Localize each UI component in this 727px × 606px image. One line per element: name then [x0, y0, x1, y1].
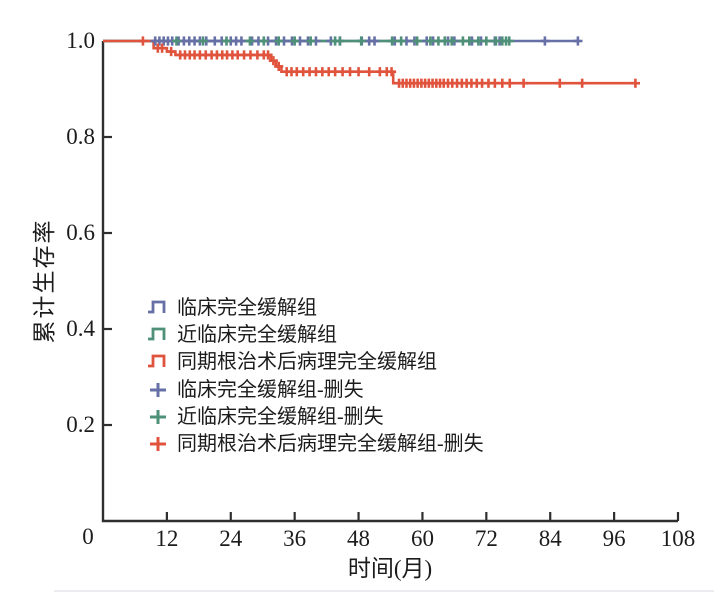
x-tick-label: 60	[410, 526, 434, 551]
y-tick-label: 0.8	[66, 124, 95, 149]
legend-item-5: 同期根治术后病理完全缓解组-删失	[146, 430, 484, 457]
x-tick-label: 84	[538, 526, 562, 551]
x-tick-label: 24	[219, 526, 243, 551]
y-tick-label: 0.4	[66, 316, 95, 341]
legend-item-label: 近临床完全缓解组-删失	[177, 405, 384, 428]
legend-item-label: 临床完全缓解组-删失	[177, 378, 364, 401]
x-tick-label: 108	[660, 526, 696, 551]
censor-marks-pcr-surgery	[138, 36, 641, 88]
series-line-pcr-surgery	[103, 39, 636, 85]
x-tick-label: 48	[347, 526, 371, 551]
legend-step-line-icon	[148, 300, 166, 314]
legend-censor-plus-icon	[150, 437, 166, 452]
x-tick-label: 72	[474, 526, 498, 551]
legend-item-label: 临床完全缓解组	[177, 296, 317, 319]
legend-item-1: 近临床完全缓解组	[146, 321, 484, 348]
y-tick-label: 1.0	[66, 28, 95, 53]
legend-item-0: 临床完全缓解组	[146, 294, 484, 321]
legend-item-2: 同期根治术后病理完全缓解组	[146, 349, 484, 376]
x-tick-label: 96	[602, 526, 626, 551]
x-axis-title: 时间(月)	[347, 556, 433, 581]
legend-item-label: 同期根治术后病理完全缓解组-删失	[177, 433, 484, 456]
legend: 临床完全缓解组 近临床完全缓解组同期根治术后病理完全缓解组 临床完全缓解组-删失 近临…	[146, 294, 484, 458]
legend-item-3: 临床完全缓解组-删失	[146, 376, 484, 403]
y-tick-label: 0.2	[66, 412, 95, 437]
y-axis-title: 累计生存率	[32, 218, 57, 344]
x-tick-label: 12	[155, 526, 179, 551]
legend-step-line-icon	[148, 327, 166, 341]
legend-censor-plus-icon	[150, 409, 166, 424]
legend-item-label: 近临床完全缓解组	[177, 323, 337, 346]
legend-item-4: 近临床完全缓解组-删失	[146, 403, 484, 430]
legend-step-line-icon	[148, 354, 166, 368]
censor-marks-near-clinical	[171, 36, 514, 46]
legend-censor-plus-icon	[150, 382, 166, 397]
y-tick-label: 0.6	[66, 220, 95, 245]
x-tick-label: 36	[283, 526, 307, 551]
x-tick-label: 0	[82, 524, 94, 549]
legend-item-label: 同期根治术后病理完全缓解组	[177, 351, 437, 374]
bottom-divider-line	[54, 590, 714, 592]
